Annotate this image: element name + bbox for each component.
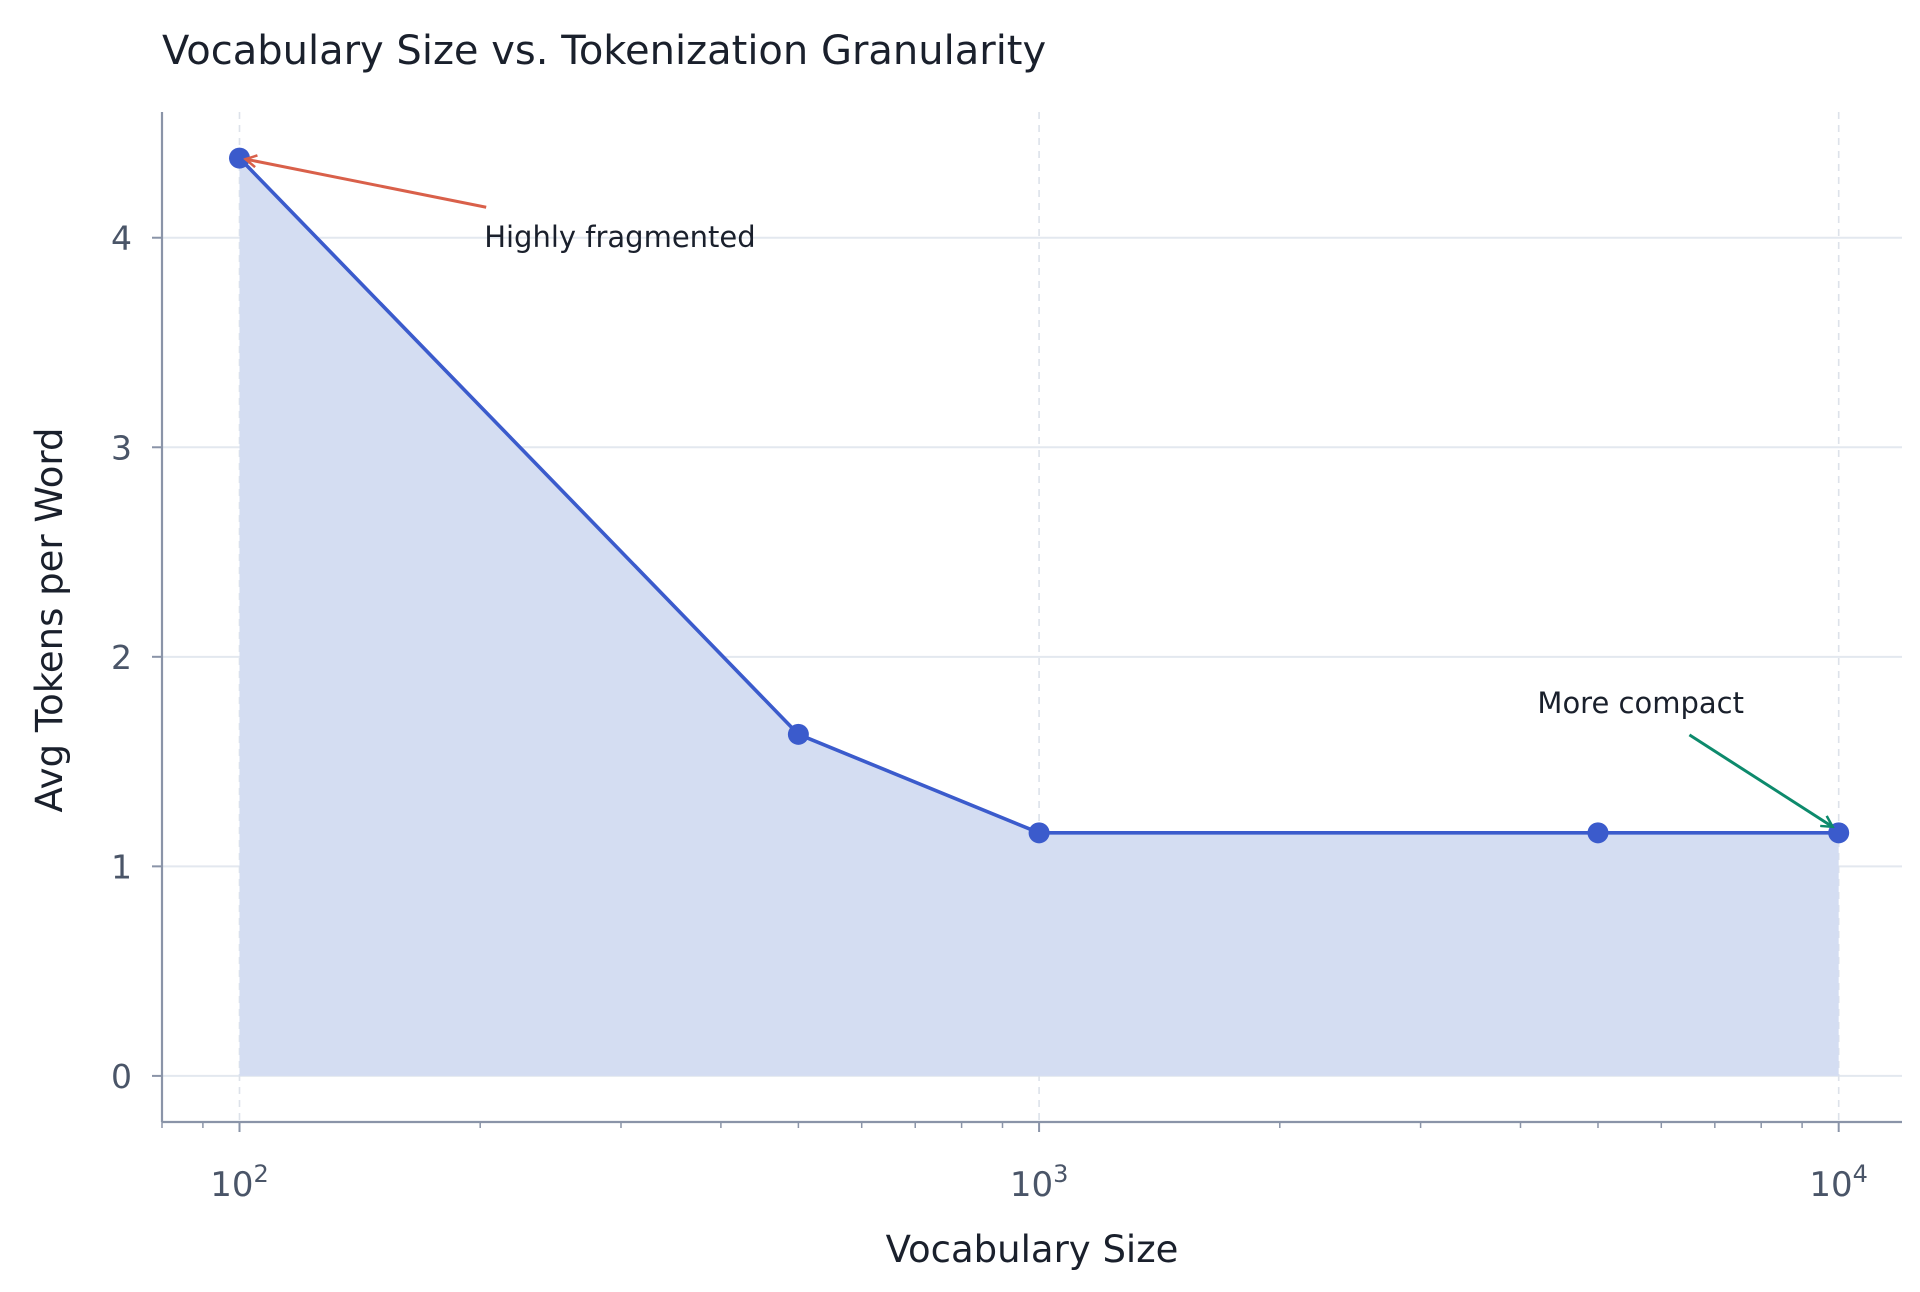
area-layer — [239, 158, 1839, 1076]
y-tick-label: 3 — [111, 428, 132, 467]
annotation-label: More compact — [1537, 686, 1744, 720]
series-area — [239, 158, 1839, 1076]
annotation-label: Highly fragmented — [484, 220, 756, 254]
annotation-arrow — [1688, 733, 1832, 827]
x-axis-title: Vocabulary Size — [886, 1228, 1179, 1271]
annotation-arrow — [245, 159, 487, 209]
y-tick-label: 2 — [111, 638, 132, 677]
x-tick-label: 102 — [210, 1160, 269, 1205]
chart-title: Vocabulary Size vs. Tokenization Granula… — [162, 28, 1046, 74]
y-tick-label: 4 — [111, 219, 132, 258]
x-tick-label: 103 — [1010, 1160, 1069, 1205]
y-axis-title: Avg Tokens per Word — [28, 428, 71, 813]
annotations: Highly fragmented More compact — [245, 159, 1832, 827]
y-tick-label: 1 — [111, 847, 132, 886]
x-tick-label: 104 — [1809, 1160, 1868, 1205]
data-point — [1028, 822, 1050, 844]
data-point — [787, 723, 809, 745]
data-point — [1587, 822, 1609, 844]
axes: 0 1 2 3 4 102 103 104 — [111, 112, 1902, 1205]
y-tick-label: 0 — [111, 1057, 132, 1096]
